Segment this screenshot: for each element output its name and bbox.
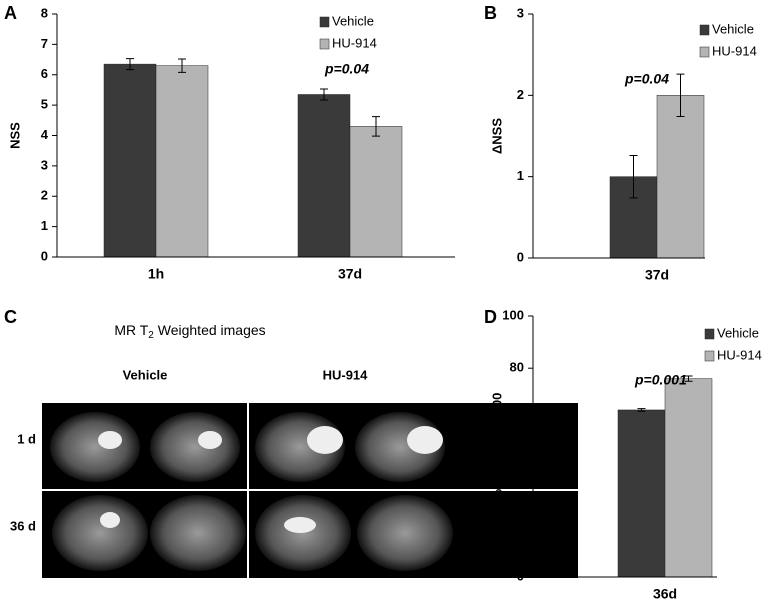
- row-label: 36 d: [10, 518, 36, 533]
- image-title: MR T2 Weighted images: [114, 322, 265, 341]
- title-subscript: 2: [148, 330, 154, 341]
- y-tick-label: 4: [41, 127, 49, 142]
- row-label: 1 d: [17, 431, 36, 446]
- annotation: p=0.04: [624, 71, 669, 87]
- y-tick-label: 2: [517, 87, 524, 102]
- error-bar: [372, 116, 380, 137]
- x-tick-label: 36d: [653, 586, 677, 602]
- panel-letter: D: [484, 307, 497, 327]
- legend-swatch: [704, 328, 715, 340]
- bar: [349, 126, 403, 258]
- y-tick-label: 20: [510, 516, 524, 531]
- column-label: Vehicle: [123, 367, 168, 382]
- annotation: p=0.04: [324, 61, 369, 77]
- legend-label: Vehicle: [332, 13, 374, 28]
- panel-letter: A: [4, 3, 17, 23]
- error-bar: [126, 58, 134, 71]
- legend-swatch: [704, 350, 715, 362]
- y-tick-label: 60: [510, 412, 524, 427]
- y-tick-label: 0: [41, 248, 48, 263]
- y-axis-label: ΔNSS: [489, 118, 504, 154]
- error-bar: [684, 375, 693, 382]
- legend-label: HU-914: [717, 347, 762, 362]
- bar: [664, 378, 713, 578]
- error-bar: [676, 73, 685, 117]
- legend-label: Vehicle: [717, 325, 759, 340]
- title-part: MR T: [114, 322, 148, 338]
- image-panel: C MR T2 Weighted images Vehicle HU-914 1…: [4, 307, 578, 578]
- mri-scans: [50, 412, 453, 571]
- x-tick-label: 37d: [645, 267, 669, 283]
- y-axis-label: NSS: [7, 122, 22, 149]
- bar: [297, 94, 351, 258]
- bar: [155, 65, 209, 258]
- error-bar: [320, 88, 328, 101]
- y-tick-label: 3: [517, 5, 524, 20]
- y-tick-label: 8: [41, 5, 48, 20]
- legend-swatch: [319, 38, 330, 50]
- y-tick-label: 3: [41, 157, 48, 172]
- bar: [617, 409, 666, 578]
- legend-label: Vehicle: [712, 21, 754, 36]
- error-bar: [178, 58, 186, 73]
- y-tick-label: 40: [510, 464, 524, 479]
- bar: [103, 63, 157, 258]
- legend-swatch: [699, 46, 710, 58]
- x-tick-label: 37d: [338, 266, 362, 282]
- y-tick-label: 80: [510, 360, 524, 375]
- y-tick-label: 7: [41, 36, 48, 51]
- y-axis-label: %(d1-d36/d1)*100: [489, 393, 504, 501]
- y-tick-label: 0: [517, 568, 524, 583]
- y-tick-label: 2: [41, 188, 48, 203]
- y-tick-label: 100: [502, 307, 524, 322]
- panel-letter: B: [484, 3, 497, 23]
- legend-label: HU-914: [332, 35, 377, 50]
- x-tick-label: 1h: [148, 266, 164, 282]
- legend-label: HU-914: [712, 43, 757, 58]
- y-tick-label: 6: [41, 66, 48, 81]
- column-label: HU-914: [323, 367, 369, 382]
- title-part: Weighted images: [154, 322, 266, 338]
- panel-letter: C: [4, 307, 17, 327]
- y-tick-label: 0: [517, 249, 524, 264]
- legend-swatch: [699, 24, 710, 36]
- legend-swatch: [319, 16, 330, 28]
- error-bar: [629, 155, 638, 199]
- y-tick-label: 1: [41, 218, 48, 233]
- y-tick-label: 1: [517, 168, 524, 183]
- error-bar: [637, 408, 646, 412]
- annotation: p=0.001: [634, 372, 687, 388]
- y-tick-label: 5: [41, 97, 48, 112]
- bar: [656, 95, 705, 259]
